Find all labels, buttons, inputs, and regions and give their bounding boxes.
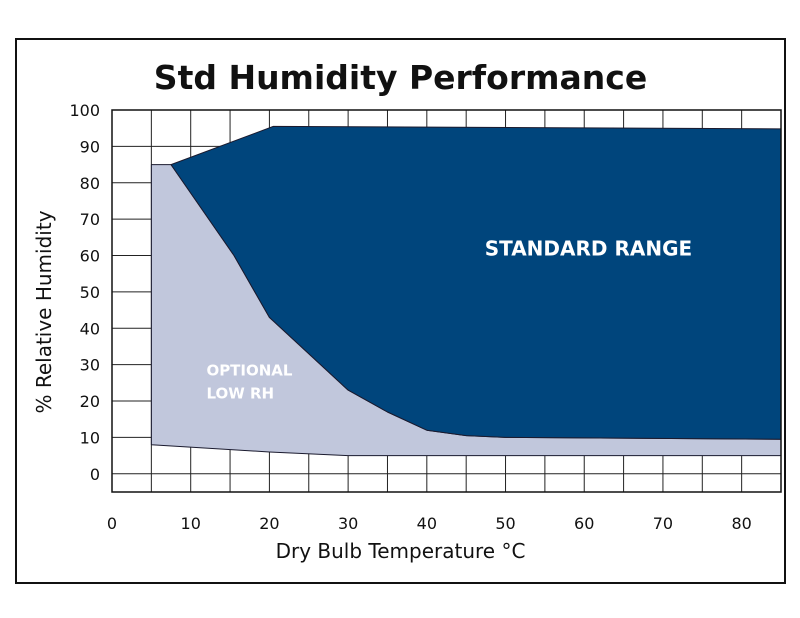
- y-tick-label: 70: [80, 210, 100, 229]
- x-tick-label: 80: [731, 514, 751, 533]
- x-tick-label: 70: [653, 514, 673, 533]
- x-tick-label: 60: [574, 514, 594, 533]
- region-label-line: LOW RH: [206, 385, 274, 403]
- x-axis-label: Dry Bulb Temperature °C: [275, 539, 526, 563]
- x-tick-label: 20: [259, 514, 279, 533]
- y-tick-label: 100: [69, 101, 100, 120]
- x-tick-label: 0: [107, 514, 117, 533]
- region-label-line: STANDARD RANGE: [485, 237, 692, 261]
- region-label-line: OPTIONAL: [206, 362, 292, 380]
- y-tick-label: 80: [80, 174, 100, 193]
- y-tick-label: 20: [80, 392, 100, 411]
- x-tick-label: 40: [417, 514, 437, 533]
- y-tick-label: 60: [80, 247, 100, 266]
- x-tick-label: 10: [181, 514, 201, 533]
- x-tick-label: 50: [495, 514, 515, 533]
- y-tick-label: 50: [80, 283, 100, 302]
- plot-border: [111, 109, 782, 493]
- region-label-standard-range: STANDARD RANGE: [485, 237, 692, 261]
- y-tick-label: 40: [80, 319, 100, 338]
- chart-title: Std Humidity Performance: [153, 58, 648, 97]
- y-tick-label: 30: [80, 356, 100, 375]
- y-tick-label: 90: [80, 137, 100, 156]
- y-tick-label: 0: [90, 465, 100, 484]
- x-tick-label: 30: [338, 514, 358, 533]
- y-tick-label: 10: [80, 428, 100, 447]
- region-label-optional-low-rh: OPTIONAL LOW RH: [206, 362, 292, 403]
